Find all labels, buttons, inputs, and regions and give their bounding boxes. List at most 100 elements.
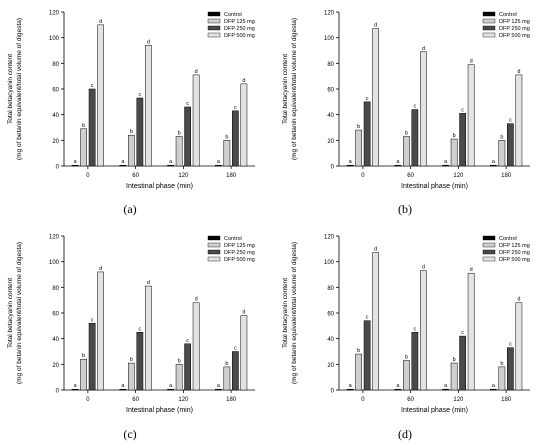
legend-swatch [207,235,221,241]
bar-significance-label: d [99,19,102,25]
bar-significance-label: c [461,330,464,336]
bar-significance-label: b [178,130,181,136]
bar-significance-label: b [453,133,456,139]
bar-significance-label: c [186,338,189,344]
bar [119,164,127,167]
bar-significance-label: b [405,354,408,360]
legend-swatch [207,11,221,17]
bar-significance-label: b [130,357,133,363]
bar [232,351,239,391]
legend-label: DFP 125 mg [499,243,530,249]
bar-significance-label: d [470,59,473,65]
bar-significance-label: a [492,159,496,165]
chart-svg-b: 0 20 40 60 80 100 120 Total betacyanin content(… [282,11,530,190]
bar [467,64,475,167]
bar-significance-label: b [357,348,360,354]
bar-significance-label: c [186,101,189,107]
legend-label: DFP 250 mg [224,26,255,32]
bar-significance-label: c [139,92,142,98]
bar [363,101,371,167]
x-tick-label: 180 [501,173,512,179]
bar [346,164,354,167]
chart-svg-d: 0 20 40 60 80 100 120 Total betacyanin content(… [282,235,530,414]
bar [145,45,152,167]
bar-significance-label: a [492,383,496,389]
bar [215,388,222,391]
y-tick-label: 100 [49,260,60,266]
bar-significance-label: d [374,247,377,253]
y-axis-label: Total betacyanin content [282,54,289,124]
legend-swatch [207,242,221,248]
x-tick-label: 120 [453,173,464,179]
bar [372,28,379,167]
legend-label: DFP 500 mg [499,33,530,39]
bar [442,164,449,167]
bar [490,388,497,391]
y-tick-label: 40 [52,113,59,119]
bar-significance-label: d [422,265,425,271]
bar-significance-label: c [234,105,237,111]
bar [490,164,497,167]
bar [136,97,144,167]
bar-significance-label: c [234,346,237,352]
bar-significance-label: d [517,297,520,303]
legend-swatch [482,256,496,262]
bar [515,302,523,391]
bar-significance-label: b [225,134,228,140]
legend-label: DFP 250 mg [224,250,255,256]
bar-significance-label: b [500,134,503,140]
bar-significance-label: d [242,78,245,84]
y-tick-label: 20 [52,363,59,369]
legend-label: Control [224,12,242,18]
x-tick-label: 120 [178,173,189,179]
bar-significance-label: d [517,69,520,75]
bar [515,74,523,167]
legend-label: DFP 250 mg [499,250,530,256]
bar [88,323,96,391]
y-axis-label-units: (mg of betanin equivalent/total volume o… [291,18,298,160]
y-tick-label: 100 [324,36,335,42]
bar [97,271,104,391]
y-axis-label-units: (mg of betanin equivalent/total volume o… [291,242,298,384]
bar [372,252,379,391]
legend-swatch [207,18,221,24]
bar-significance-label: c [366,96,369,102]
y-tick-label: 40 [52,337,59,343]
bar-significance-label: c [414,326,417,332]
bar-significance-label: d [99,266,102,272]
bar [167,388,174,391]
bar [128,362,135,391]
bar [88,88,96,167]
bar [355,129,362,167]
bar [459,113,466,167]
bar-significance-label: d [470,267,473,273]
bar [346,388,354,391]
x-axis-label: Intestinal phase (min) [126,183,193,190]
bar [450,138,458,167]
bar [394,388,402,391]
bar [192,302,200,391]
legend-label: DFP 125 mg [224,243,255,249]
y-tick-label: 60 [52,88,59,94]
bar [71,164,79,167]
x-tick-label: 180 [501,397,512,403]
bar-significance-label: b [82,353,85,359]
panel-label-a: (a) [123,202,137,216]
bar [420,51,427,167]
bar [128,134,135,167]
bar [223,366,231,391]
y-axis-label-units: (mg of betanin equivalent/total volume o… [16,242,23,384]
bar-significance-label: a [444,383,448,389]
bar-significance-label: a [217,159,221,165]
bar [145,285,152,391]
legend-swatch [482,25,496,31]
bar-significance-label: c [139,326,142,332]
chart-panel-b: 0 20 40 60 80 100 120 Total betacyanin content(… [275,0,550,223]
bar [184,106,191,167]
bar-significance-label: c [414,104,417,110]
bar-significance-label: c [509,118,512,124]
bar [97,24,104,167]
bar-significance-label: a [444,159,448,165]
y-tick-label: 0 [331,389,335,395]
y-tick-label: 60 [327,88,334,94]
